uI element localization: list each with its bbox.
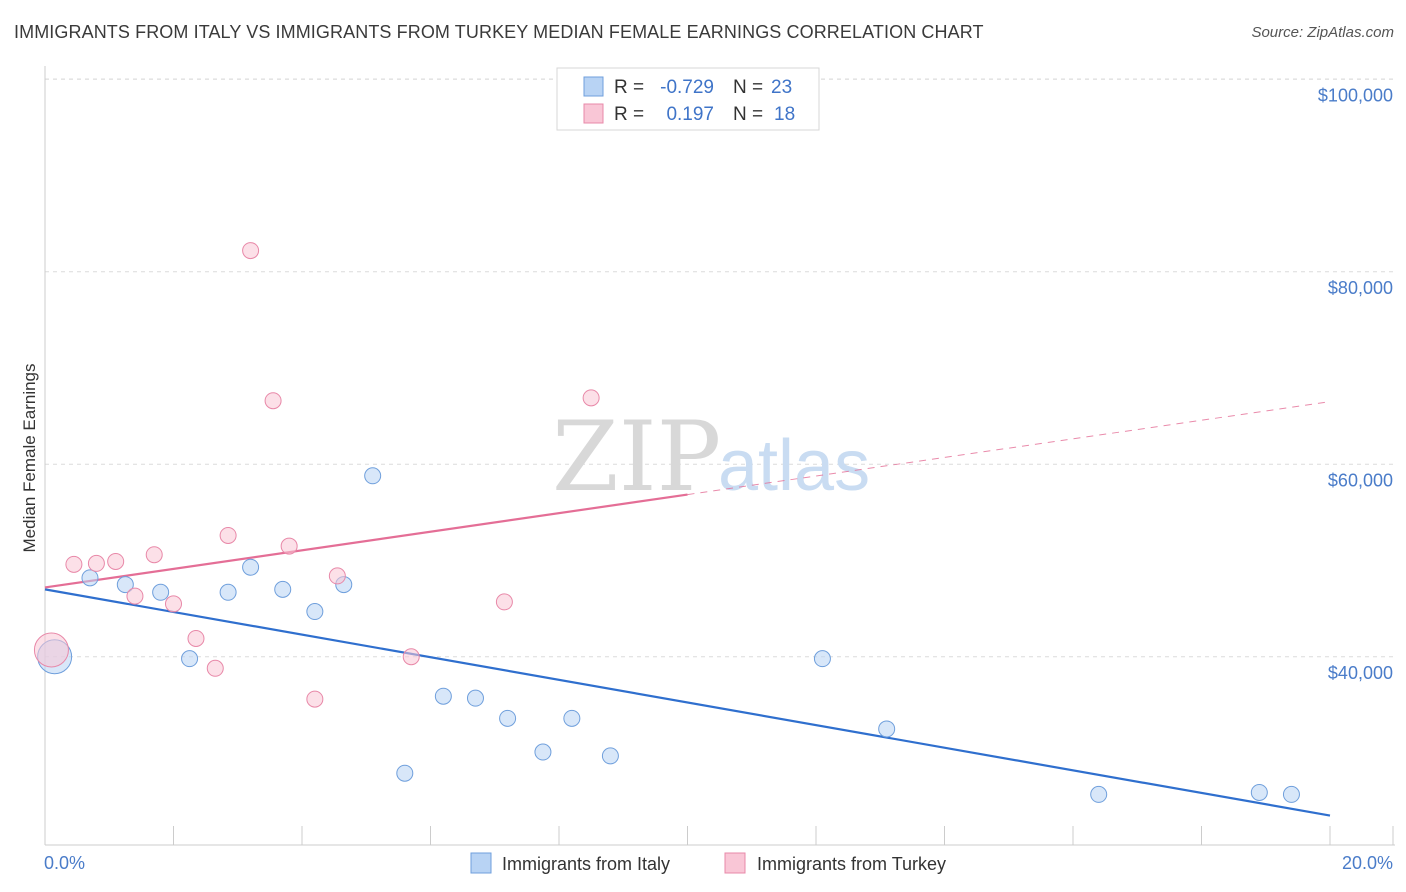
point-italy-15 xyxy=(534,743,552,761)
x-tick-label-1: 20.0% xyxy=(1342,853,1393,873)
trendlines xyxy=(44,401,1331,817)
point-italy-5 xyxy=(219,583,237,601)
point-italy-2 xyxy=(116,576,134,594)
point-italy-6 xyxy=(242,558,260,576)
legend-swatch-italy xyxy=(583,76,604,97)
point-turkey-0 xyxy=(33,632,69,668)
watermark: ZIP atlas xyxy=(552,401,870,513)
trend-line-1 xyxy=(44,493,688,589)
legend-r-label-italy: R = xyxy=(614,77,644,98)
point-italy-3 xyxy=(152,583,170,601)
point-italy-7 xyxy=(274,580,292,598)
trend-line-0 xyxy=(44,588,1331,817)
y-tick-label-3: $100,000 xyxy=(1318,85,1393,105)
point-turkey-8 xyxy=(206,659,224,677)
series-legend-label-turkey: Immigrants from Turkey xyxy=(757,854,946,874)
series-legend-swatch-turkey xyxy=(724,852,746,874)
y-tick-label-2: $80,000 xyxy=(1328,278,1393,298)
point-turkey-4 xyxy=(126,587,144,605)
axes xyxy=(44,66,1395,846)
chart-title: IMMIGRANTS FROM ITALY VS IMMIGRANTS FROM… xyxy=(14,22,984,42)
point-italy-14 xyxy=(499,709,517,727)
point-turkey-3 xyxy=(107,552,125,570)
legend-n-label-turkey: N = xyxy=(733,104,763,125)
watermark-atlas: atlas xyxy=(718,426,870,506)
point-turkey-5 xyxy=(145,546,163,564)
point-turkey-16 xyxy=(495,593,513,611)
point-italy-1 xyxy=(81,569,99,587)
y-tick-labels: $40,000 $60,000 $80,000 $100,000 xyxy=(1318,85,1393,683)
legend-n-label-italy: N = xyxy=(733,77,763,98)
point-italy-19 xyxy=(878,720,896,738)
point-turkey-14 xyxy=(328,567,346,585)
point-turkey-7 xyxy=(187,629,205,647)
x-tick-label-0: 0.0% xyxy=(44,853,85,873)
point-turkey-13 xyxy=(306,690,324,708)
series-legend: Immigrants from Italy Immigrants from Tu… xyxy=(470,852,946,874)
point-italy-8 xyxy=(306,603,324,621)
legend-n-value-italy: 23 xyxy=(771,77,792,98)
point-italy-11 xyxy=(396,764,414,782)
series-legend-swatch-italy xyxy=(470,852,492,874)
point-turkey-10 xyxy=(242,242,260,260)
legend-r-label-turkey: R = xyxy=(614,104,644,125)
legend-r-value-turkey: 0.197 xyxy=(666,104,714,125)
point-italy-16 xyxy=(563,709,581,727)
point-italy-22 xyxy=(1282,785,1300,803)
point-turkey-9 xyxy=(219,526,237,544)
legend-n-value-turkey: 18 xyxy=(774,104,795,125)
point-italy-12 xyxy=(434,687,452,705)
point-italy-18 xyxy=(813,650,831,668)
point-turkey-2 xyxy=(87,554,105,572)
point-italy-13 xyxy=(466,689,484,707)
point-turkey-6 xyxy=(165,595,182,613)
point-turkey-11 xyxy=(264,392,282,410)
y-tick-label-1: $60,000 xyxy=(1328,470,1393,490)
trend-line-extension-1 xyxy=(687,401,1331,496)
series-legend-label-italy: Immigrants from Italy xyxy=(502,854,670,874)
legend-r-value-italy: -0.729 xyxy=(660,77,714,98)
y-axis-label: Median Female Earnings xyxy=(20,364,39,553)
source-label: Source: ZipAtlas.com xyxy=(1251,24,1394,41)
point-turkey-17 xyxy=(582,389,600,407)
point-turkey-15 xyxy=(402,648,420,666)
point-turkey-1 xyxy=(65,555,83,573)
data-points xyxy=(33,242,1300,803)
point-italy-17 xyxy=(601,747,619,765)
watermark-zip: ZIP xyxy=(552,401,721,513)
point-italy-10 xyxy=(364,467,382,485)
correlation-legend: R = -0.729 N = 23 R = 0.197 N = 18 xyxy=(556,67,820,131)
x-tick-labels: 0.0% 20.0% xyxy=(44,853,1393,873)
y-tick-label-0: $40,000 xyxy=(1328,663,1393,683)
point-turkey-12 xyxy=(280,537,298,555)
point-italy-4 xyxy=(181,650,199,668)
point-italy-21 xyxy=(1250,783,1268,801)
legend-swatch-turkey xyxy=(583,103,604,124)
point-italy-20 xyxy=(1090,785,1108,803)
